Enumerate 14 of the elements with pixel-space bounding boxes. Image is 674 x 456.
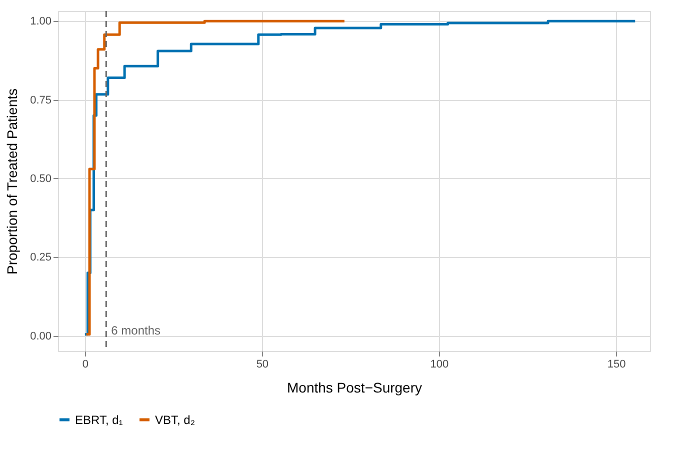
legend-label: EBRT, d₁ — [75, 412, 123, 427]
x-tick-label: 100 — [430, 358, 449, 370]
y-tick-label: 0.75 — [30, 94, 52, 106]
x-tick-label: 50 — [256, 358, 269, 370]
ref-line-label: 6 months — [111, 324, 161, 338]
y-axis-title: Proportion of Treated Patients — [4, 88, 20, 274]
legend-label: VBT, d₂ — [155, 412, 196, 427]
x-tick-label: 150 — [607, 358, 626, 370]
x-tick-label: 0 — [82, 358, 88, 370]
y-tick-label: 0.50 — [30, 172, 52, 185]
y-tick-label: 0.00 — [30, 330, 52, 342]
y-tick-label: 1.00 — [30, 16, 52, 28]
y-tick-label: 0.25 — [30, 252, 52, 264]
x-axis-title: Months Post−Surgery — [286, 380, 422, 396]
